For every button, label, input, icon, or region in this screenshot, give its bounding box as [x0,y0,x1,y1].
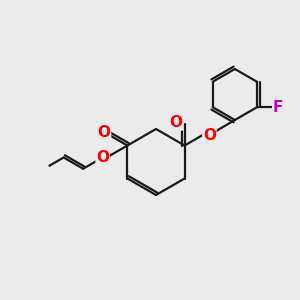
Text: O: O [203,128,216,142]
Text: O: O [96,150,109,165]
Text: O: O [98,125,110,140]
Text: O: O [170,115,183,130]
Text: F: F [273,100,283,115]
